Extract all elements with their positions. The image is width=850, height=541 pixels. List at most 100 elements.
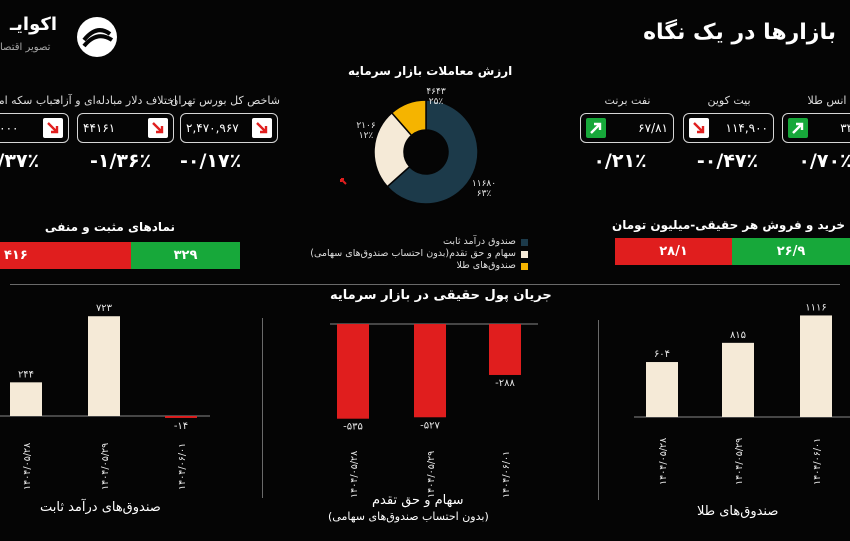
flow-bar	[414, 324, 446, 418]
card-label: حباب سکه امامی	[0, 94, 60, 107]
stocks-flow-chart: -۵۳۵ ۱۴۰۴/۰۵/۲۸ -۵۲۷ ۱۴۰۴/۰۵/۲۹ -۲۸۸ ۱۴۰۴/۰۶/…	[330, 323, 538, 498]
donut-legend-item: صندوق‌های طلا	[292, 260, 528, 272]
card-change-percent: ۰/۲۱٪	[593, 150, 647, 172]
card-change-percent: -۱/۳۶٪	[90, 150, 152, 172]
donut-legend-item: سهام و حق تقدم(بدون احتساب صندوق‌های سها…	[292, 248, 528, 260]
bar-value-label: -۱۴	[174, 421, 188, 432]
stocks-chart-title: سهام و حق تقدم	[372, 493, 464, 508]
fixed-income-chart-title: صندوق‌های درآمد ثابت	[40, 500, 161, 515]
card-value: ۳۷۵,۰۰۰	[0, 121, 19, 135]
card-value-box: ۶۷/۸۱	[580, 113, 674, 143]
logo-name: اکوایـ	[10, 14, 58, 35]
flow-bar	[646, 362, 678, 417]
donut-slice	[386, 99, 479, 205]
donut-slice	[373, 111, 413, 188]
bar-category-label: ۱۴۰۴/۰۵/۲۸	[658, 438, 669, 485]
ekoiran-logo-icon	[77, 17, 117, 57]
bar-category-label: ۱۴۰۴/۰۶/۰۱	[177, 443, 188, 490]
buy-value: ۲۶/۹	[732, 238, 850, 265]
buysell-label: میانگین خرید و فروش هر حقیقی-میلیون توما…	[612, 218, 850, 232]
card-value-box: ۳۳۳۲	[782, 113, 850, 143]
arrow-down-icon	[252, 118, 272, 138]
card-label: شاخص کل بورس تهران	[170, 94, 280, 107]
legend-label: سهام و حق تقدم(بدون احتساب صندوق‌های سها…	[310, 248, 516, 259]
bar-value-label: -۵۲۷	[420, 420, 440, 431]
card-value: ۱۱۴,۹۰۰	[725, 121, 769, 135]
buysell-bar: ۲۸/۱ ۲۶/۹	[615, 238, 850, 265]
bar-value-label: ۷۲۳	[96, 303, 113, 314]
card-change-percent: -۰/۱۷٪	[180, 150, 242, 172]
bar-value-label: ۱۱۱۶	[805, 302, 826, 313]
donut-percent-label: ۶۳٪	[477, 189, 492, 199]
donut-value-label: ۲۱۰۶	[356, 121, 376, 131]
card-change-percent: -۰/۴۷٪	[696, 150, 759, 172]
symbols-label: نمادهای مثبت و منفی	[44, 220, 175, 234]
bar-category-label: ۱۴۰۴/۰۶/۰۱	[812, 438, 823, 485]
legend-swatch	[521, 238, 528, 246]
donut-value-label: ۴۶۴۳	[426, 87, 446, 97]
bar-category-label: ۱۴۰۴/۰۵/۲۹	[100, 443, 111, 490]
legend-label: صندوق درآمد ثابت	[443, 236, 516, 247]
arrow-down-icon	[43, 118, 63, 138]
bar-value-label: -۲۸۸	[495, 378, 515, 389]
arrow-down-icon	[689, 118, 709, 138]
legend-label: صندوق‌های طلا	[456, 260, 516, 271]
flow-bar	[337, 324, 369, 419]
card-value-box: ۱۱۴,۹۰۰	[683, 113, 774, 143]
symbols-bar: ۴۱۶ ۳۲۹	[0, 242, 240, 269]
flow-bar	[800, 315, 832, 417]
arrow-up-icon	[586, 118, 606, 138]
fixed-income-flow-chart: ۲۴۴ ۱۴۰۴/۰۵/۲۸ ۷۲۳ ۱۴۰۴/۰۵/۲۹ -۱۴ ۱۴۰۴/۰۶/۰۱	[0, 303, 210, 490]
bar-category-label: ۱۴۰۴/۰۵/۲۸	[22, 443, 33, 490]
flow-bar	[88, 316, 120, 416]
donut-percent-label: ۱۲٪	[359, 131, 374, 141]
sell-value: ۲۸/۱	[615, 238, 732, 265]
negative-symbols-value: ۴۱۶	[0, 242, 131, 269]
gold-funds-flow-chart: ۶۰۴ ۱۴۰۴/۰۵/۲۸ ۸۱۵ ۱۴۰۴/۰۵/۲۹ ۱۱۱۶ ۱۴۰۴/۰۶/۰۱	[634, 302, 850, 485]
donut-slice	[390, 99, 427, 137]
card-value: ۲,۴۷۰,۹۶۷	[186, 121, 239, 135]
arrow-down-icon	[148, 118, 168, 138]
donut-legend-item: صندوق درآمد ثابت	[292, 236, 528, 248]
donut-value-label: ۱۱۶۸۰	[472, 179, 496, 189]
bar-category-label: ۱۴۰۴/۰۵/۲۹	[734, 438, 745, 485]
bar-category-label: ۱۴۰۴/۰۵/۲۹	[426, 451, 437, 498]
positive-symbols-value: ۳۲۹	[131, 242, 240, 269]
flow-bar	[165, 416, 197, 418]
card-label: انس طلا	[807, 94, 847, 107]
panel-divider-left	[262, 318, 263, 498]
flow-bar	[722, 342, 754, 417]
bar-value-label: ۸۱۵	[730, 330, 746, 341]
flow-title: جریان پول حقیقی در بازار سرمایه	[330, 288, 552, 303]
section-divider	[10, 284, 840, 285]
card-label: بیت کوین	[707, 94, 751, 107]
bar-value-label: ۶۰۴	[654, 349, 670, 360]
card-value-box: ۴۴۱۶۱	[77, 113, 174, 143]
card-value: ۶۷/۸۱	[638, 121, 668, 135]
card-value: ۳۳۳۲	[840, 121, 850, 135]
bar-value-label: -۵۳۵	[343, 422, 363, 433]
logo-subtitle: تصویر اقتصا	[0, 42, 51, 53]
card-value-box: ۲,۴۷۰,۹۶۷	[180, 113, 278, 143]
bar-value-label: ۲۴۴	[18, 369, 34, 380]
bar-category-label: ۱۴۰۴/۰۶/۰۱	[501, 451, 512, 498]
donut-percent-label: ۲۵٪	[429, 97, 444, 107]
small-red-mark-icon	[340, 178, 347, 185]
page-title: بازارها در یک نگاه	[643, 20, 836, 45]
flow-bar	[10, 382, 42, 416]
panel-divider-right	[598, 320, 599, 500]
gold-chart-title: صندوق‌های طلا	[697, 504, 779, 519]
flow-bar	[489, 324, 521, 375]
arrow-up-icon	[788, 118, 808, 138]
card-label: نفت برنت	[604, 94, 651, 107]
card-label: اختلاف دلار مبادله‌ای و آزاد	[55, 94, 177, 107]
card-change-percent: ۰/۷۰٪	[798, 150, 850, 172]
card-change-percent: ۰/۳۷٪	[0, 150, 40, 172]
card-value: ۴۴۱۶۱	[83, 121, 116, 135]
card-value-box: ۳۷۵,۰۰۰	[0, 113, 69, 143]
bar-category-label: ۱۴۰۴/۰۵/۲۸	[349, 451, 360, 498]
legend-swatch	[521, 262, 528, 270]
legend-swatch	[521, 250, 528, 258]
